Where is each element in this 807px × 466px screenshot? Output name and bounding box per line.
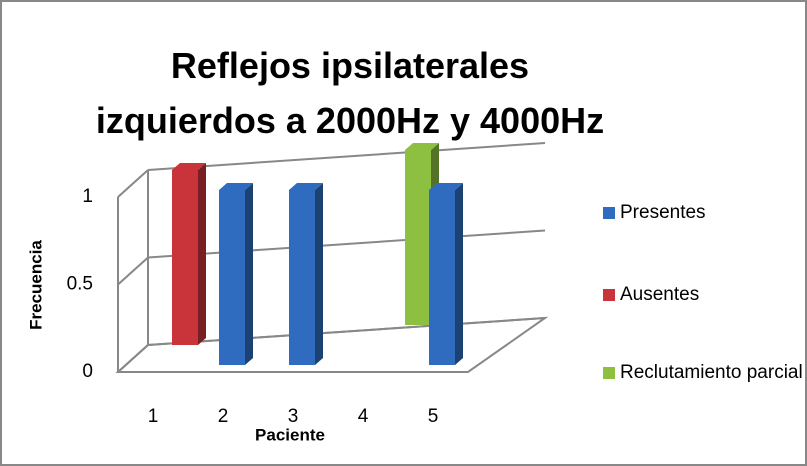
bar-side <box>198 163 206 345</box>
bar-side <box>455 183 463 365</box>
bar-top <box>405 143 439 150</box>
legend-swatch <box>603 367 615 379</box>
grid-line <box>147 229 546 259</box>
x-tick-label: 4 <box>358 406 369 427</box>
bar-top <box>172 163 206 170</box>
chart-title: Reflejos ipsilaterales izquierdos a 2000… <box>95 45 605 141</box>
bar-top <box>289 183 323 190</box>
y-tick-label: 0 <box>82 361 93 382</box>
grid-line <box>147 317 546 346</box>
bar <box>289 190 315 365</box>
bar <box>405 150 431 325</box>
x-tick-label: 2 <box>218 406 229 427</box>
bar <box>172 170 198 345</box>
y-axis-label: Frecuencia <box>26 240 45 330</box>
bar-top <box>429 183 463 190</box>
x-tick-label: 1 <box>148 406 159 427</box>
y-tick-label: 0.5 <box>67 274 93 295</box>
bar-top <box>219 183 253 190</box>
bar <box>429 190 455 365</box>
legend-swatch <box>603 207 615 219</box>
bar-side <box>315 183 323 365</box>
bar-side <box>245 183 253 365</box>
legend-label: Reclutamiento parcial <box>620 362 803 383</box>
grid-line <box>117 256 149 286</box>
x-tick-label: 3 <box>288 406 299 427</box>
x-tick-label: 5 <box>428 406 439 427</box>
legend-label: Presentes <box>620 202 706 223</box>
x-axis-label: Paciente <box>255 425 325 444</box>
grid-line <box>117 169 149 198</box>
legend-label: Ausentes <box>620 284 700 305</box>
grid-line <box>147 142 546 171</box>
bar <box>219 190 245 365</box>
y-tick-label: 1 <box>82 186 93 207</box>
grid-line <box>117 344 149 373</box>
legend-swatch <box>603 289 615 301</box>
